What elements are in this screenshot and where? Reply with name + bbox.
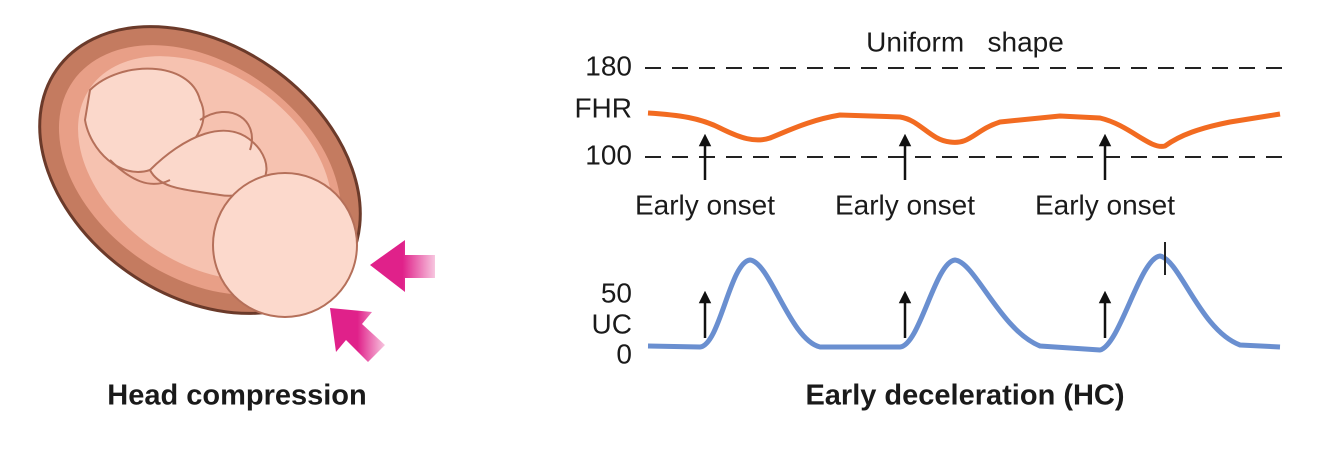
uc-tick: 0 (616, 338, 632, 369)
onset-label: Early onset (1035, 189, 1175, 220)
pressure-arrow (370, 240, 435, 292)
fhr-tick: 100 (585, 139, 632, 170)
right-caption: Early deceleration (HC) (805, 380, 1124, 412)
fhr-trace (647, 110, 1281, 149)
uc-label: UC (592, 308, 632, 339)
uc-tick: 50 (601, 277, 632, 308)
uterus-illustration (38, 25, 362, 318)
title: Uniform shape (866, 26, 1064, 57)
left-caption: Head compression (107, 380, 366, 412)
pressure-arrow (330, 308, 385, 362)
onset-label: Early onset (635, 189, 775, 220)
fhr-tick: 180 (585, 50, 632, 81)
onset-label: Early onset (835, 189, 975, 220)
uc-trace (647, 253, 1281, 353)
fhr-label: FHR (574, 92, 632, 123)
